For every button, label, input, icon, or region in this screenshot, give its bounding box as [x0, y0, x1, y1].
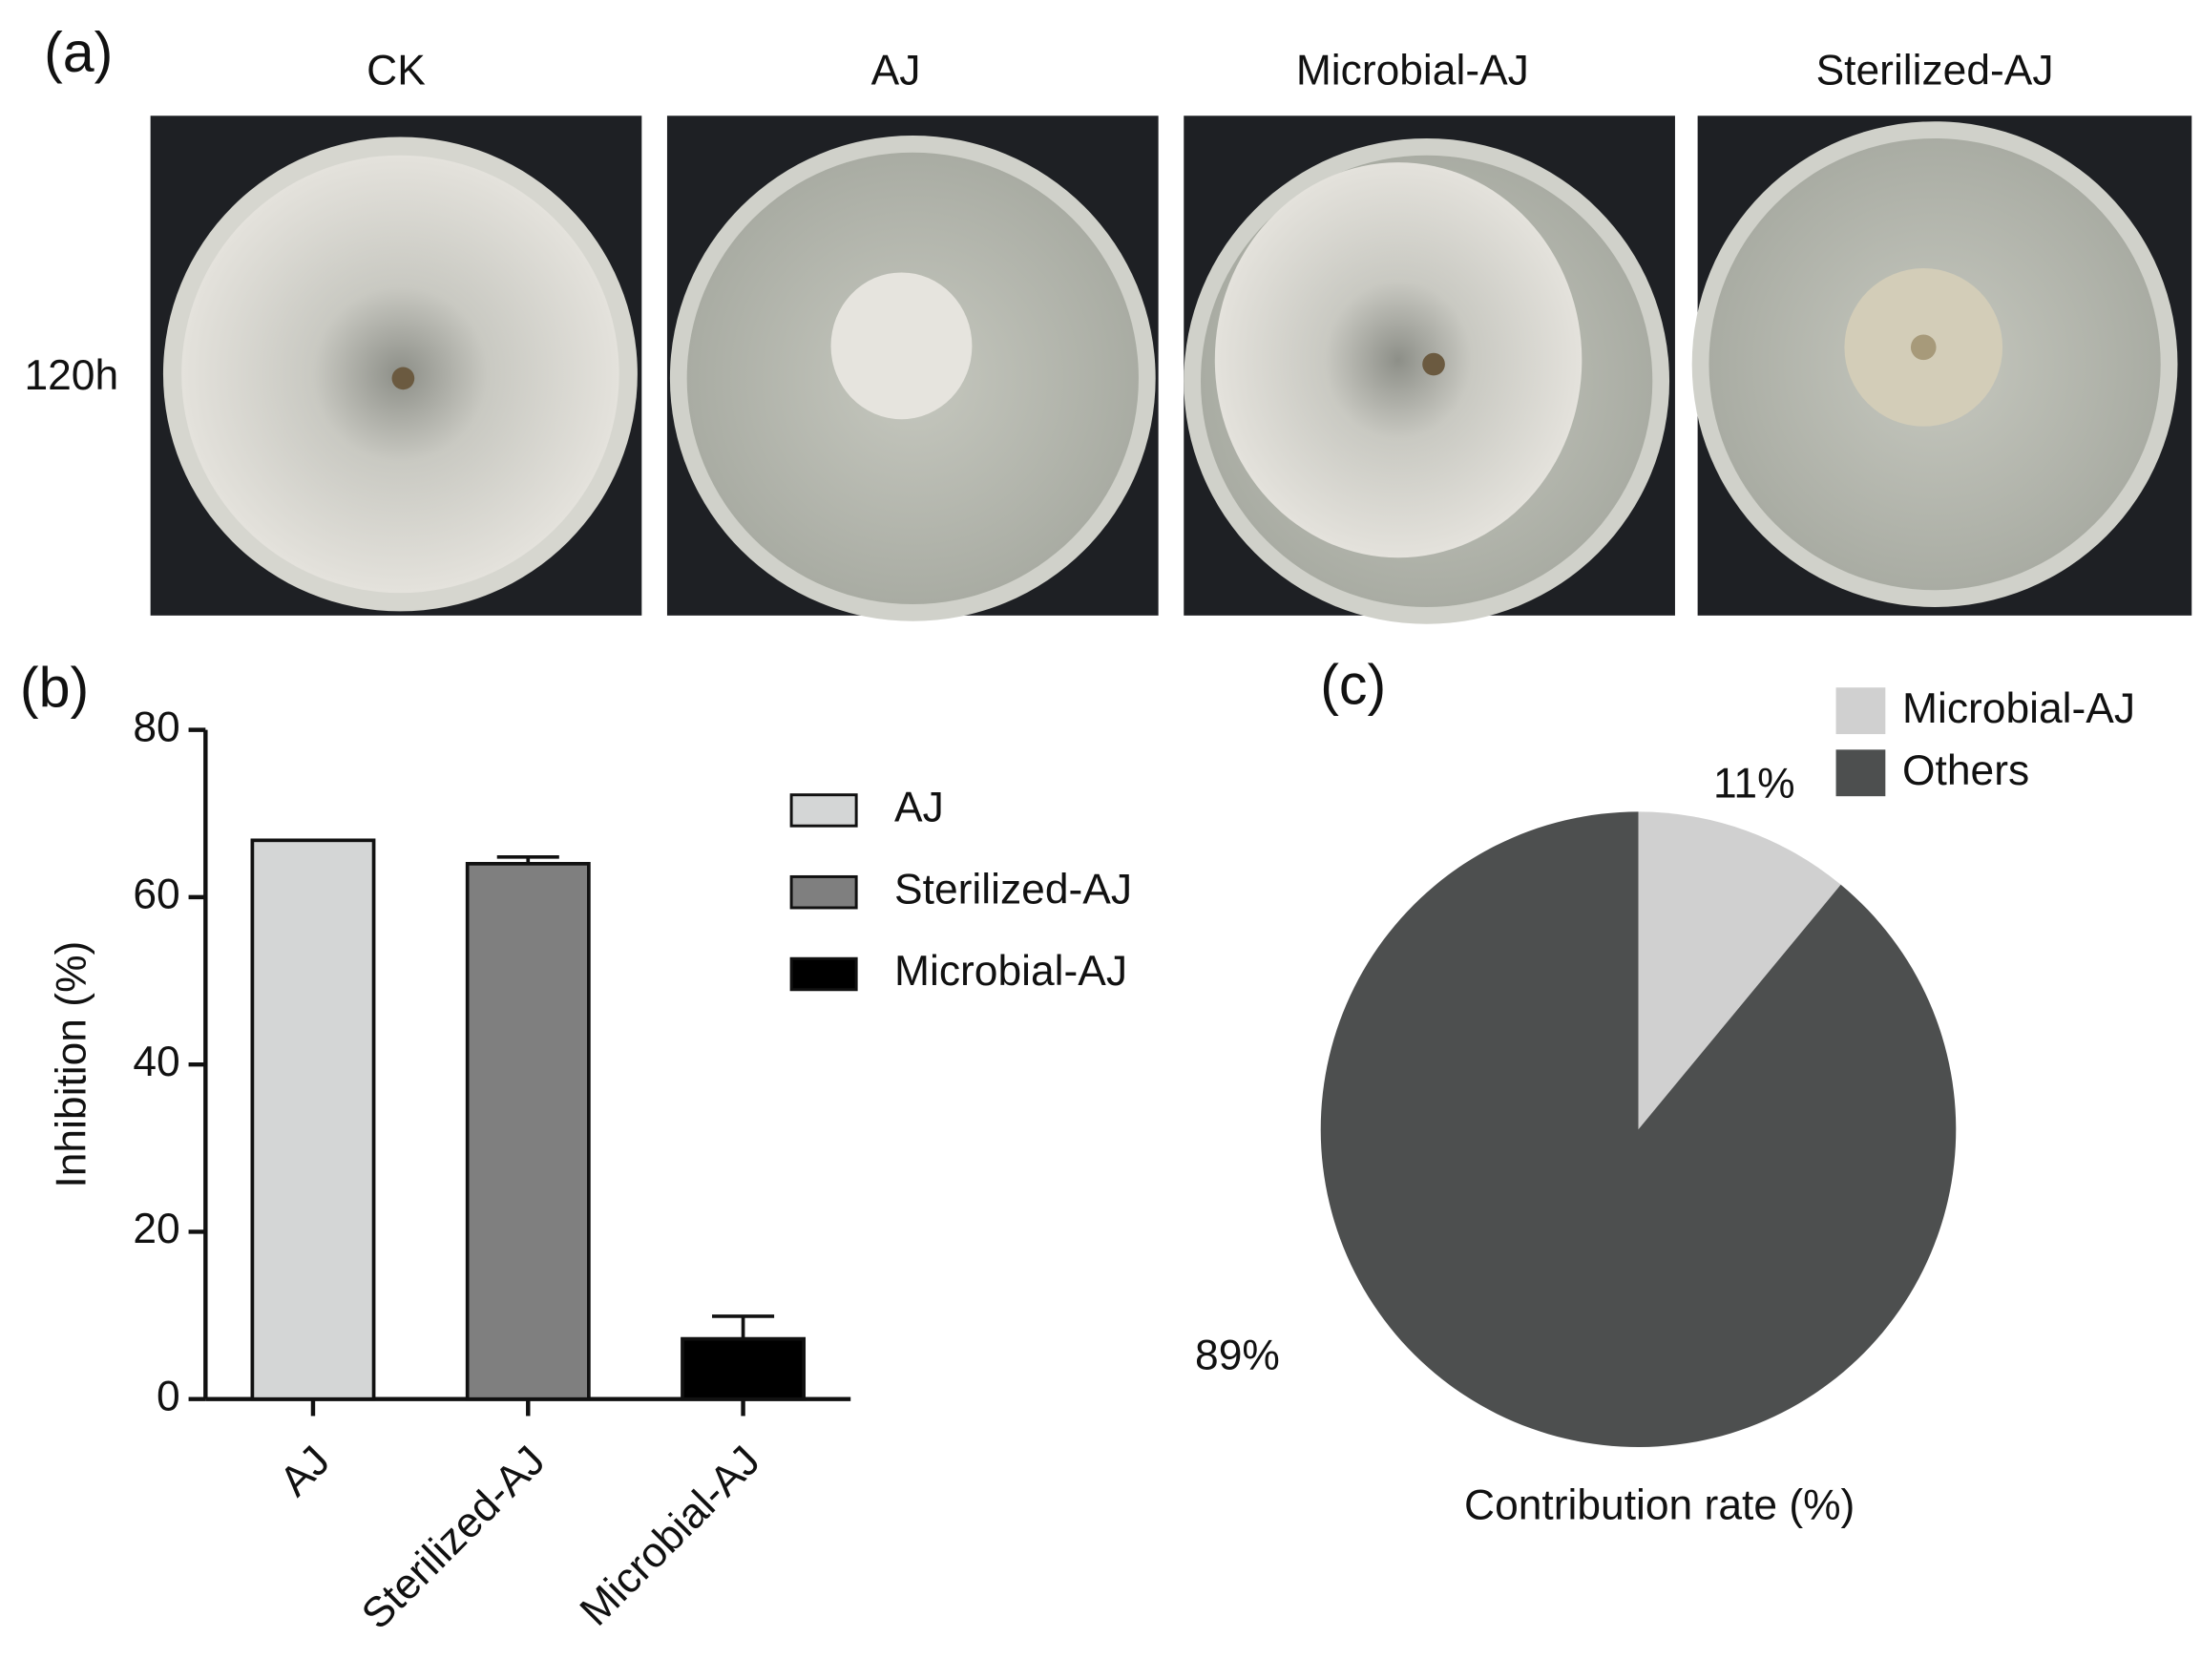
- x-axis-label: Contribution rate (%): [1464, 1481, 1855, 1528]
- value-label: 11%: [1713, 761, 1795, 808]
- photo: [150, 116, 642, 616]
- legend-swatch: [1835, 687, 1886, 735]
- x-tick-label: AJ: [271, 1438, 339, 1505]
- y-tick-label: 20: [133, 1206, 179, 1252]
- panel-label: (a): [44, 20, 113, 84]
- column-title: CK: [367, 48, 426, 94]
- legend-label: Sterilized-AJ: [894, 866, 1132, 913]
- x-tick-label: Sterilized-AJ: [353, 1438, 555, 1639]
- legend-swatch: [789, 793, 858, 828]
- y-tick-label: 0: [157, 1373, 180, 1419]
- x-tick-label: Microbial-AJ: [572, 1438, 769, 1635]
- pie-slice: [1320, 811, 1957, 1447]
- legend-swatch: [1835, 749, 1886, 797]
- pie-slice: [1638, 811, 1841, 1130]
- row-label: 120h: [24, 352, 118, 399]
- column-title: Sterilized-AJ: [1816, 48, 2054, 94]
- photo: [666, 116, 1159, 621]
- legend-swatch: [789, 874, 858, 910]
- column-title: Microbial-AJ: [1296, 48, 1529, 94]
- legend-label: Microbial-AJ: [894, 948, 1127, 995]
- y-axis-label: Inhibition (%): [48, 941, 94, 1188]
- column-title: AJ: [871, 48, 921, 94]
- photo: [1184, 116, 1675, 624]
- y-tick-label: 40: [133, 1039, 179, 1085]
- bar: [681, 1336, 807, 1401]
- legend-swatch: [789, 956, 858, 992]
- legend-label: Others: [1902, 747, 2029, 794]
- legend-label: Microbial-AJ: [1902, 685, 2135, 732]
- error-bar: [712, 1314, 775, 1339]
- photo: [1691, 116, 2192, 616]
- legend-label: AJ: [894, 785, 944, 831]
- bar: [465, 861, 591, 1401]
- panel-label: (b): [20, 655, 89, 719]
- y-tick-label: 60: [133, 872, 179, 918]
- value-label: 89%: [1195, 1333, 1280, 1379]
- panel-label: (c): [1320, 652, 1386, 716]
- y-tick-label: 80: [133, 704, 179, 750]
- bar: [250, 838, 376, 1401]
